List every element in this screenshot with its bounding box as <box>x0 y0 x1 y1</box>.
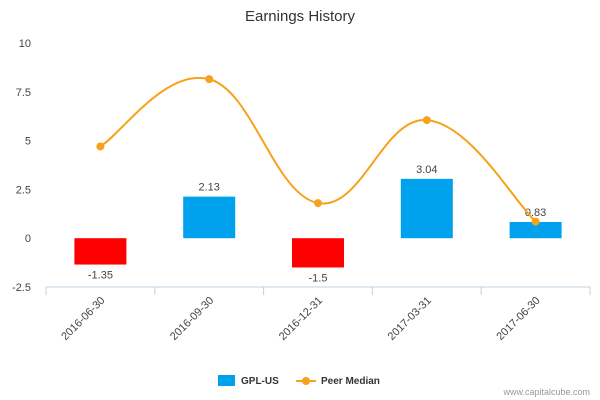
bar-data-label: 3.04 <box>416 164 437 176</box>
y-tick-label: 2.5 <box>16 184 31 196</box>
peer-median-point[interactable] <box>96 142 105 151</box>
peer-median-point[interactable] <box>531 217 540 226</box>
bar-series-gpl-us <box>74 178 562 268</box>
y-axis: -2.5 0 2.5 5 7.5 10 <box>12 38 31 294</box>
legend-swatch-gpl-us <box>218 375 235 386</box>
bar-data-label: 2.13 <box>198 182 219 194</box>
bar[interactable] <box>292 238 344 268</box>
line-series-peer-median <box>96 75 540 226</box>
x-tick-label: 2017-03-31 <box>386 295 434 343</box>
bar[interactable] <box>183 196 236 239</box>
y-tick-label: -2.5 <box>12 282 31 294</box>
x-tick-label: 2016-12-31 <box>277 295 325 343</box>
x-axis: 2016-06-30 2016-09-30 2016-12-31 2017-03-31… <box>45 286 591 343</box>
y-tick-label: 0 <box>25 233 31 245</box>
bar[interactable] <box>74 238 127 265</box>
peer-median-point[interactable] <box>422 116 431 125</box>
y-tick-label: 10 <box>19 38 31 50</box>
legend: GPL-US Peer Median <box>218 375 380 387</box>
y-tick-label: 7.5 <box>16 87 31 99</box>
bar[interactable] <box>509 221 562 239</box>
bar-data-label: -1.5 <box>309 272 328 284</box>
credit-text: www.capitalcube.com <box>502 387 590 397</box>
x-tick-label: 2016-06-30 <box>59 295 107 343</box>
peer-median-point[interactable] <box>314 199 322 208</box>
y-tick-label: 5 <box>25 136 31 148</box>
peer-median-point[interactable] <box>205 75 214 84</box>
legend-label-peer-median[interactable]: Peer Median <box>321 376 380 387</box>
x-tick-label: 2017-06-30 <box>494 295 542 343</box>
chart-title: Earnings History <box>245 8 356 25</box>
bar-data-label: -1.35 <box>88 270 113 282</box>
legend-label-gpl-us[interactable]: GPL-US <box>241 376 279 387</box>
x-tick-label: 2016-09-30 <box>168 295 216 343</box>
bar[interactable] <box>400 178 453 239</box>
legend-marker-peer-median <box>302 377 310 385</box>
